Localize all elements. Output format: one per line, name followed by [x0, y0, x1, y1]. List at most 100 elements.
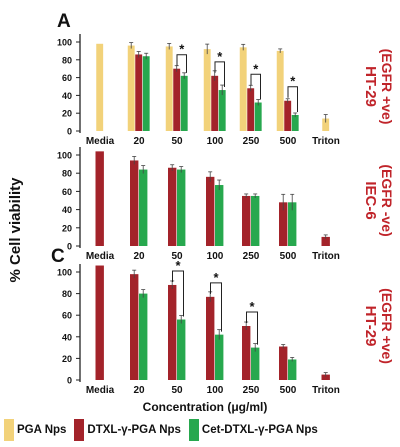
bar	[242, 326, 251, 380]
bar	[215, 185, 224, 246]
significance-star: *	[179, 42, 185, 57]
x-tick-label: 100	[207, 385, 224, 396]
bar	[206, 176, 215, 246]
chart-panel-2: 0 20 40 60 80 100 Media 20 50 100 250 500 Triton IEC-…	[57, 147, 395, 262]
y-tick-label: 100	[57, 38, 72, 48]
x-tick-label: 250	[243, 251, 260, 262]
bar	[291, 114, 299, 131]
y-tick-label: 0	[67, 242, 72, 252]
bar	[203, 49, 211, 132]
egfr-status-label: (EGFR -ve)	[379, 164, 395, 236]
significance-bracket	[246, 311, 258, 345]
bar	[288, 359, 297, 380]
cell-line-label: HT-29	[362, 306, 379, 347]
bar	[173, 68, 181, 131]
bar	[142, 56, 150, 131]
y-tick-label: 0	[67, 127, 72, 137]
bar	[135, 54, 143, 131]
legend-swatch-dtxl	[74, 419, 85, 441]
significance-star: *	[213, 270, 219, 285]
bar	[168, 284, 177, 380]
figure-canvas: % Cell viability Concentration (μg/ml) 0…	[7, 11, 395, 414]
significance-bracket	[210, 282, 222, 332]
x-tick-label: Triton	[312, 251, 340, 262]
x-tick-label: Media	[86, 136, 115, 147]
legend-swatch-cet	[188, 419, 199, 441]
panel-letter: A	[57, 11, 71, 32]
x-tick-label: 500	[280, 385, 297, 396]
x-tick-label: Triton	[312, 385, 340, 396]
bar	[95, 151, 104, 246]
significance-bracket	[287, 86, 298, 112]
bar	[177, 169, 186, 246]
bar	[242, 195, 251, 246]
x-axis-label: Concentration (μg/ml)	[143, 400, 268, 414]
x-tick-label: 250	[243, 136, 260, 147]
y-tick-label: 20	[62, 109, 72, 119]
cell-line-label: HT-29	[362, 66, 379, 107]
bar	[211, 75, 219, 131]
legend-item-dtxl: DTXL-γ-PGA Nps	[74, 419, 181, 441]
x-tick-label: 500	[280, 136, 297, 147]
bar	[96, 43, 104, 131]
y-tick-label: 40	[62, 332, 72, 342]
x-tick-label: 50	[171, 136, 183, 147]
bar	[284, 100, 292, 131]
bar	[321, 374, 330, 380]
chart-panel-1: 0 20 40 60 80 100 A Media 20 50 100 250 500 Triton * * *…	[57, 11, 395, 147]
bar	[279, 202, 288, 246]
significance-bracket	[250, 73, 261, 100]
cell-line-label: IEC-6	[362, 181, 379, 219]
legend: PGA Nps DTXL-γ-PGA Nps Cet-DTXL-γ-PGA Np…	[4, 417, 396, 443]
bar	[95, 265, 104, 380]
x-tick-label: 50	[171, 251, 183, 262]
bar	[127, 45, 135, 132]
significance-bracket	[214, 61, 225, 88]
bar	[168, 167, 177, 246]
y-tick-label: 40	[62, 91, 72, 101]
bar	[254, 102, 262, 131]
bar	[279, 346, 288, 380]
bar	[177, 319, 186, 380]
significance-bracket	[176, 54, 187, 73]
y-tick-label: 100	[57, 151, 72, 161]
bar	[139, 293, 148, 380]
y-tick-label: 40	[62, 205, 72, 215]
panel-letter: C	[51, 246, 65, 267]
legend-label-pga: PGA Nps	[17, 424, 67, 436]
bar	[139, 169, 148, 246]
significance-star: *	[290, 74, 296, 89]
y-tick-label: 60	[62, 311, 72, 321]
x-tick-label: 20	[133, 136, 145, 147]
legend-swatch-pga	[4, 419, 14, 441]
bar	[180, 75, 188, 131]
legend-label-dtxl: DTXL-γ-PGA Nps	[87, 424, 181, 436]
y-tick-label: 20	[62, 354, 72, 364]
y-tick-label: 80	[62, 55, 72, 65]
y-tick-label: 60	[62, 73, 72, 83]
y-tick-label: 60	[62, 187, 72, 197]
bar	[288, 202, 297, 246]
bar	[218, 90, 226, 131]
bar	[215, 334, 224, 380]
bar	[251, 195, 260, 246]
x-tick-label: Media	[86, 251, 115, 262]
y-tick-label: 80	[62, 169, 72, 179]
x-tick-label: 20	[133, 251, 145, 262]
significance-bracket	[172, 270, 184, 317]
y-tick-label: 100	[57, 268, 72, 278]
x-tick-label: 250	[243, 385, 260, 396]
bar	[322, 118, 330, 131]
x-tick-label: 20	[133, 385, 145, 396]
legend-item-cet: Cet-DTXL-γ-PGA Nps	[188, 419, 318, 441]
bar	[130, 160, 139, 246]
significance-star: *	[175, 258, 181, 273]
bar	[276, 50, 284, 131]
bar	[165, 46, 173, 132]
x-tick-label: 50	[171, 385, 183, 396]
legend-label-cet: Cet-DTXL-γ-PGA Nps	[201, 424, 318, 436]
y-tick-label: 80	[62, 289, 72, 299]
egfr-status-label: (EGFR +ve)	[379, 288, 395, 364]
